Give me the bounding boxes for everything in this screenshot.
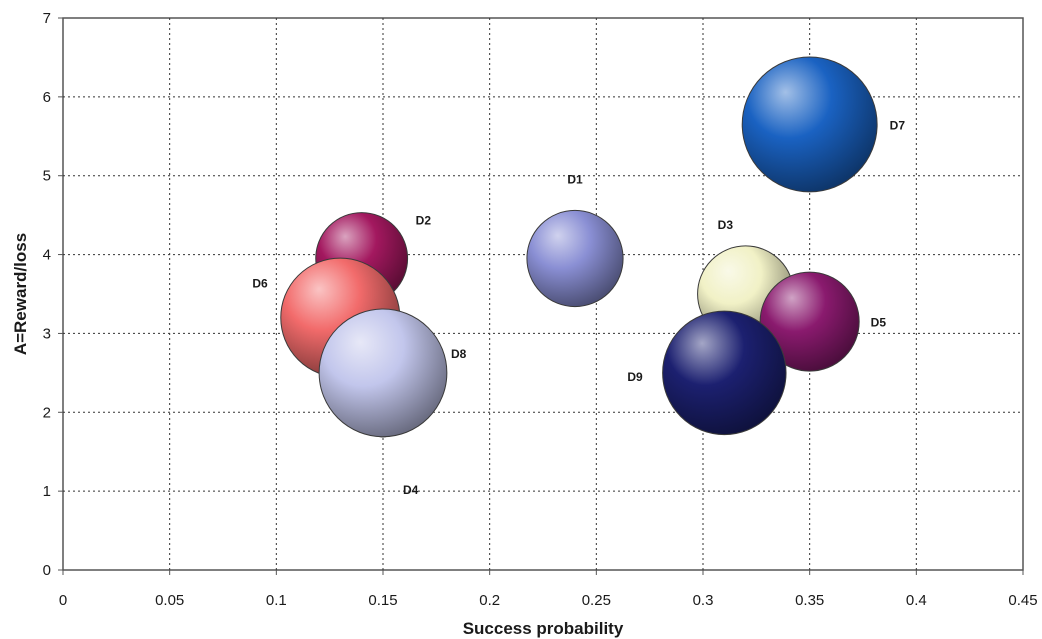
bubbles: [280, 56, 878, 438]
bubble-d1: [526, 209, 624, 308]
bubble-label-d6: D6: [252, 277, 268, 291]
y-tick-label: 5: [43, 168, 51, 185]
x-tick-label: 0: [59, 592, 67, 609]
bubble-labels: D1 D2 D3 D4 D5 D6 D7 D8 D9: [252, 118, 905, 497]
y-tick-label: 6: [43, 89, 51, 106]
y-axis-title: A=Reward/loss: [11, 233, 30, 355]
x-tick-label: 0.05: [155, 592, 184, 609]
bubble-label-d8: D8: [451, 347, 467, 361]
x-tick-label: 0.25: [582, 592, 611, 609]
bubble-label-d7: D7: [890, 118, 906, 132]
y-tick-label: 2: [43, 404, 51, 421]
bubble-d5: [759, 271, 860, 372]
bubble-label-d5: D5: [871, 316, 887, 330]
bubble-d9: [662, 310, 787, 436]
x-tick-label: 0.15: [368, 592, 397, 609]
bubble-d8: [318, 308, 448, 438]
x-tick-label: 0.1: [266, 592, 287, 609]
x-tick-label: 0.4: [906, 592, 927, 609]
y-tick-label: 3: [43, 325, 51, 342]
x-tick-label: 0.2: [479, 592, 500, 609]
x-tick-label: 0.35: [795, 592, 824, 609]
bubble-label-d2: D2: [416, 214, 432, 228]
y-tick-label: 4: [43, 247, 51, 264]
grid-lines: [63, 18, 1023, 570]
bubble-label-d9: D9: [627, 370, 643, 384]
bubble-d7: [741, 56, 878, 193]
y-tick-label: 0: [43, 562, 51, 579]
x-tick-label: 0.3: [693, 592, 714, 609]
x-axis-title: Success probability: [463, 619, 624, 638]
tick-labels: 0 0.05 0.1 0.15 0.2 0.25 0.3 0.35 0.4 0.45 0 1 2 3 4 5 6…: [43, 10, 1038, 609]
y-tick-label: 1: [43, 483, 51, 500]
y-tick-label: 7: [43, 10, 51, 27]
bubble-label-d1: D1: [567, 173, 583, 187]
bubble-label-d4: D4: [403, 483, 419, 497]
x-tick-label: 0.45: [1008, 592, 1037, 609]
bubble-label-d3: D3: [718, 218, 734, 232]
